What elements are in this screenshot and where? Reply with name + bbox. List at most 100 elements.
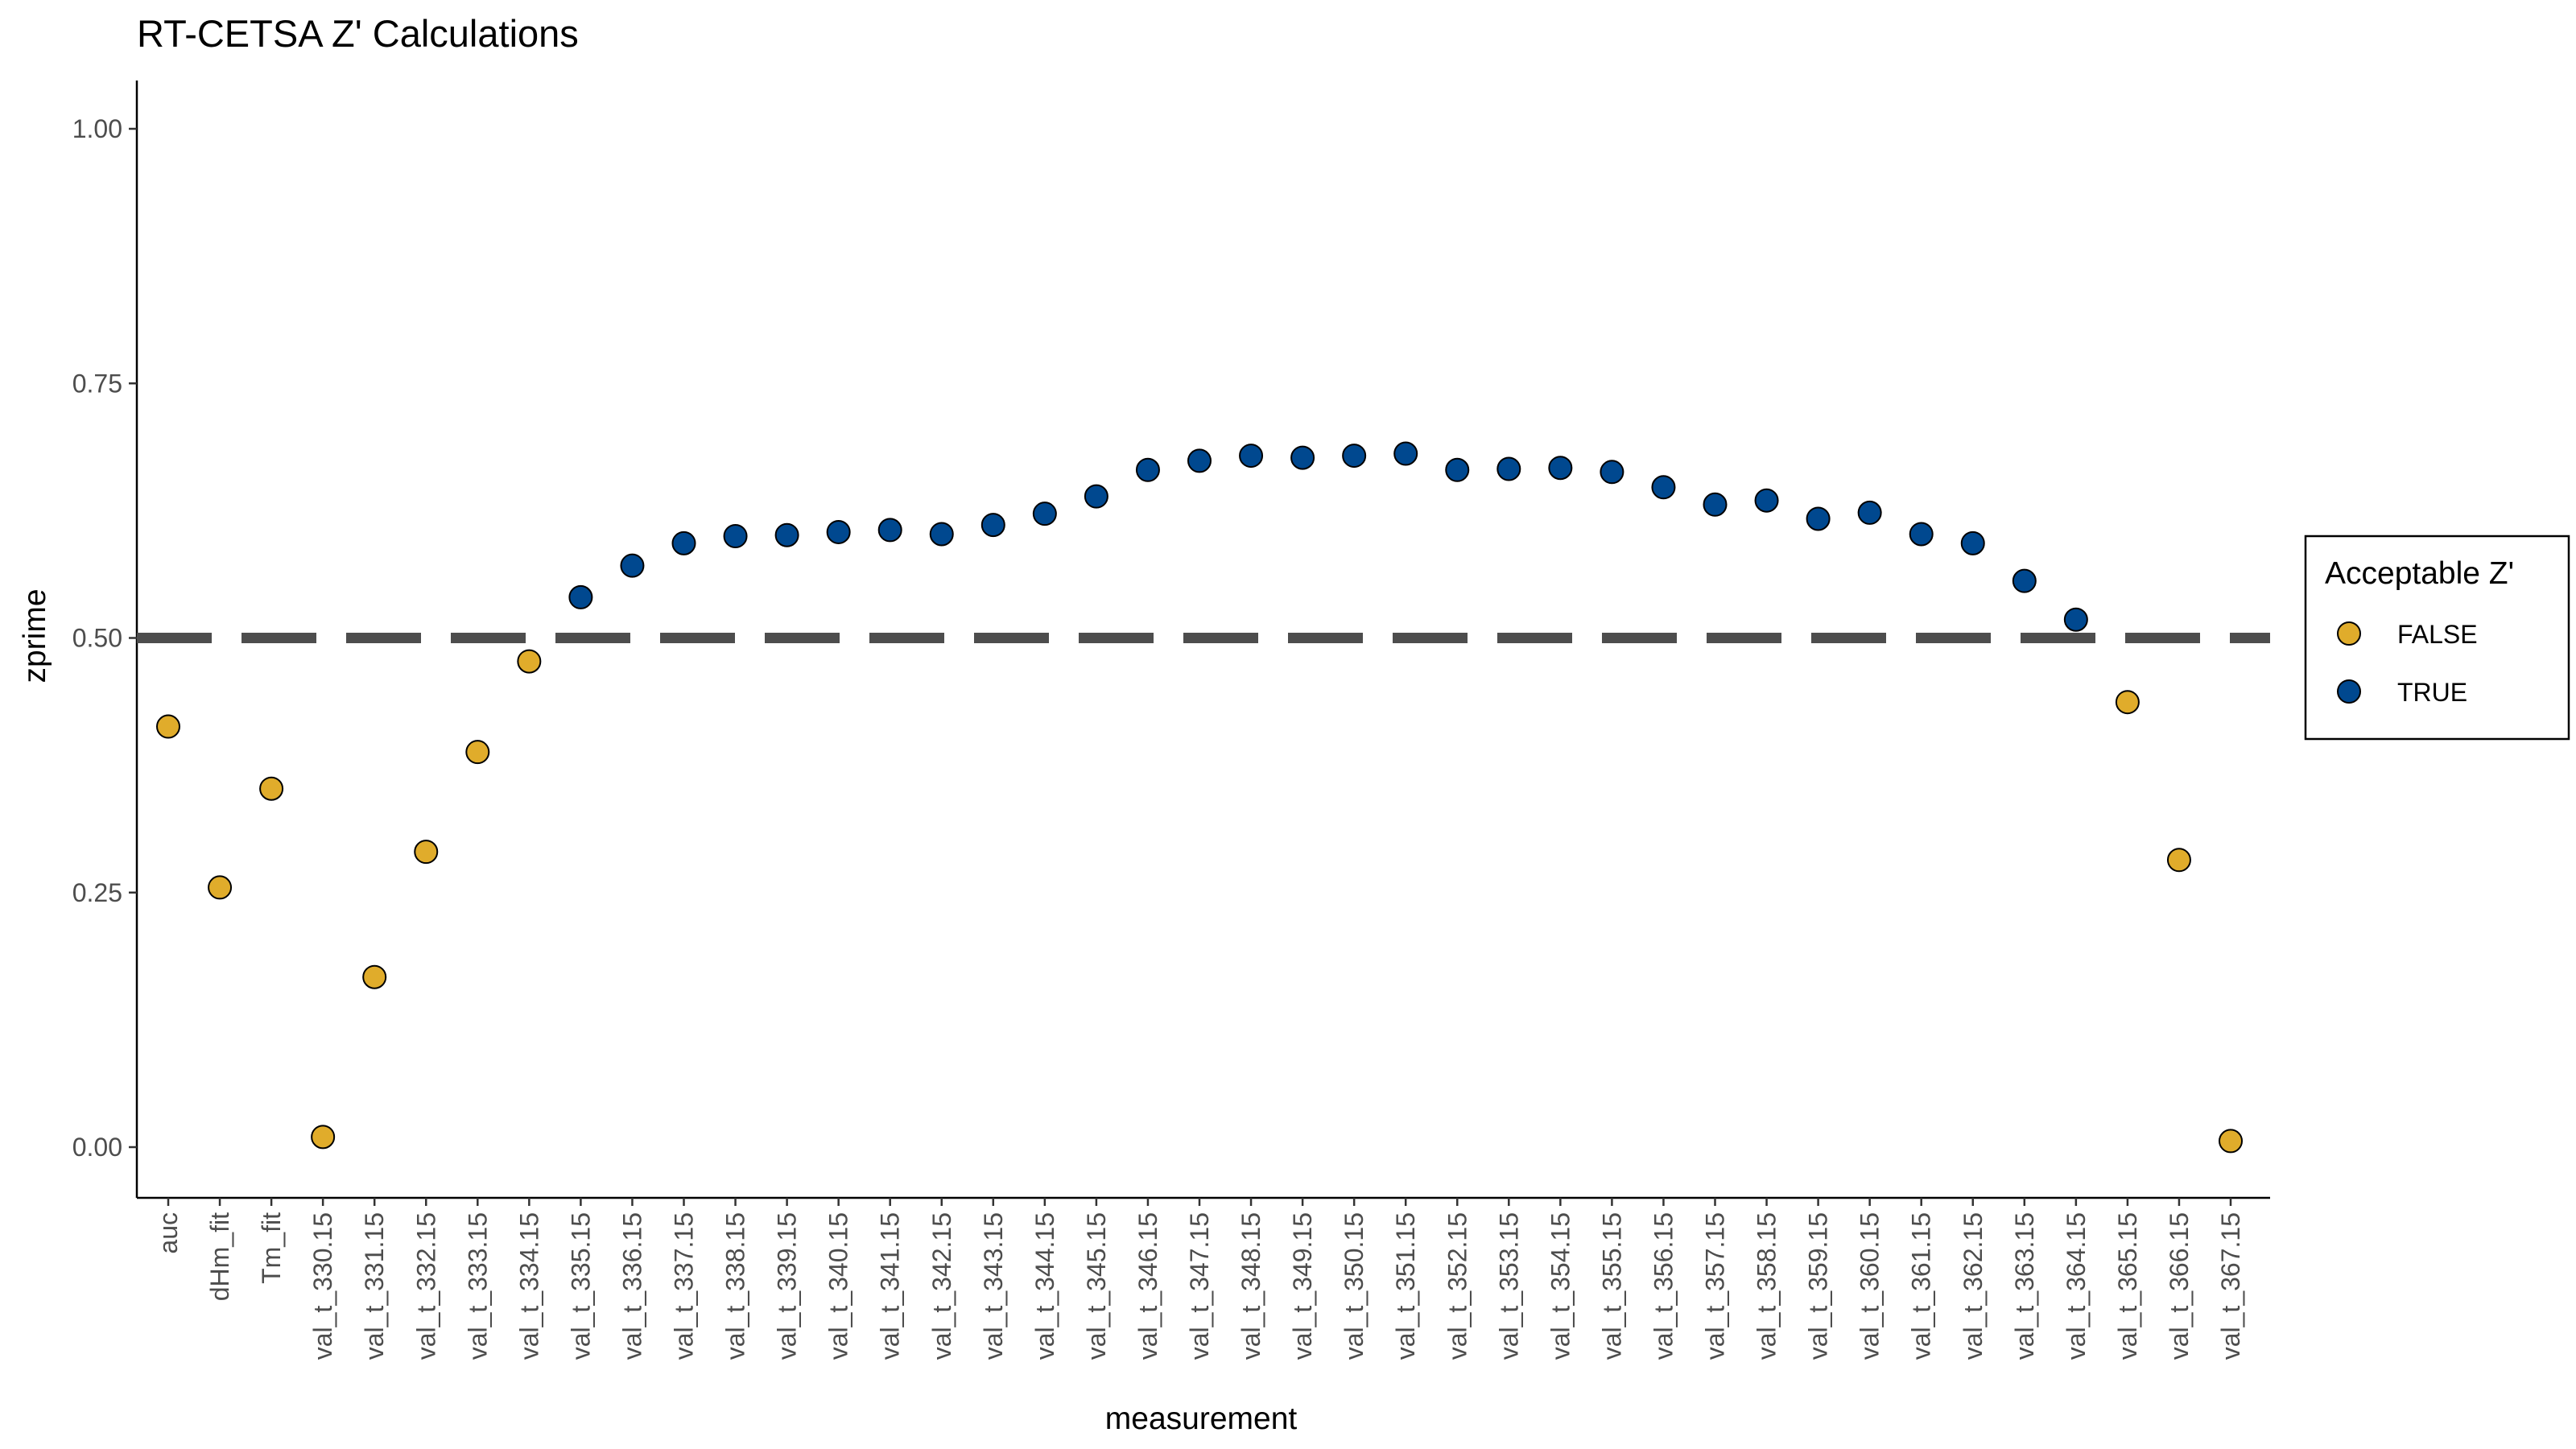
data-point (1290, 445, 1315, 470)
x-tick-label: val_t_345.15 (1082, 1212, 1111, 1360)
data-point (774, 522, 799, 547)
y-axis: 0.00 0.25 0.50 0.75 1.00 (72, 80, 138, 1198)
data-point (1703, 492, 1728, 517)
data-point (1651, 475, 1676, 500)
y-tick-label: 0.25 (72, 878, 122, 907)
data-point (1342, 444, 1367, 469)
x-tick-label: val_t_335.15 (566, 1212, 595, 1360)
data-point (1393, 441, 1418, 466)
x-tick-label: val_t_338.15 (721, 1212, 750, 1360)
data-point (877, 518, 902, 543)
chart-title: RT-CETSA Z' Calculations (137, 12, 579, 55)
data-point (826, 519, 851, 544)
data-point (2063, 607, 2088, 632)
x-tick-label: val_t_330.15 (308, 1212, 337, 1360)
data-point (1135, 457, 1160, 482)
data-point (1857, 500, 1882, 525)
x-tick-label: val_t_337.15 (670, 1212, 699, 1360)
x-tick-label: val_t_365.15 (2113, 1212, 2142, 1360)
data-point (414, 840, 439, 865)
y-tick-label: 0.50 (72, 624, 122, 653)
x-axis: auc dHm_fit Tm_fit val_t_330.15 val_t_331.15… (137, 1196, 2270, 1360)
x-tick-label: val_t_341.15 (876, 1212, 905, 1360)
data-point (1754, 488, 1779, 513)
data-point (517, 649, 542, 674)
x-tick-label: val_t_334.15 (514, 1212, 543, 1360)
x-tick-label: val_t_332.15 (411, 1212, 440, 1360)
x-tick-label: val_t_364.15 (2062, 1212, 2091, 1360)
x-tick-label: dHm_fit (205, 1212, 234, 1301)
data-point (568, 584, 593, 609)
x-tick-label: val_t_355.15 (1597, 1212, 1626, 1360)
x-tick-label: val_t_347.15 (1185, 1212, 1214, 1360)
data-point (1187, 448, 1212, 473)
legend-key-false (2337, 621, 2361, 646)
x-tick-label: val_t_344.15 (1030, 1212, 1059, 1360)
y-tick-label: 0.75 (72, 369, 122, 398)
data-point (1806, 506, 1831, 531)
x-axis-title: measurement (1105, 1402, 1298, 1436)
y-axis-title: zprime (18, 588, 52, 683)
x-tick-label: val_t_359.15 (1804, 1212, 1833, 1360)
data-point (671, 530, 696, 555)
data-point (2012, 568, 2037, 593)
x-tick-label: val_t_346.15 (1133, 1212, 1162, 1360)
x-tick-label: Tm_fit (257, 1212, 286, 1284)
data-point (1600, 460, 1624, 485)
data-point (465, 740, 490, 765)
data-point (980, 513, 1005, 538)
legend-title: Acceptable Z' (2325, 556, 2514, 591)
x-tick-label: val_t_333.15 (463, 1212, 492, 1360)
data-point (1084, 484, 1108, 509)
y-tick-label: 0.00 (72, 1133, 122, 1162)
y-tick-label: 1.00 (72, 114, 122, 143)
data-point (1496, 456, 1521, 481)
x-tick-label: val_t_358.15 (1752, 1212, 1781, 1360)
x-tick-label: val_t_354.15 (1546, 1212, 1575, 1360)
x-tick-label: val_t_352.15 (1443, 1212, 1472, 1360)
data-point (620, 553, 645, 578)
data-point (2115, 690, 2140, 715)
x-tick-label: val_t_360.15 (1856, 1212, 1885, 1360)
x-tick-label: val_t_342.15 (927, 1212, 956, 1360)
data-point (1909, 522, 1934, 547)
data-point (362, 964, 387, 989)
data-point (2166, 848, 2191, 873)
data-point (311, 1125, 336, 1150)
legend-label-true: TRUE (2397, 678, 2467, 707)
x-tick-label: val_t_350.15 (1340, 1212, 1368, 1360)
x-tick-label: val_t_348.15 (1236, 1212, 1265, 1360)
data-point (1032, 502, 1057, 526)
x-tick-label: val_t_340.15 (824, 1212, 853, 1360)
x-tick-label: val_t_336.15 (617, 1212, 646, 1360)
x-tick-label: val_t_331.15 (360, 1212, 389, 1360)
x-tick-label: val_t_351.15 (1391, 1212, 1420, 1360)
legend-key-true (2337, 679, 2361, 704)
x-tick-label: val_t_356.15 (1649, 1212, 1678, 1360)
data-point (1445, 457, 1470, 482)
data-point (929, 522, 954, 547)
x-tick-label: val_t_363.15 (2010, 1212, 2039, 1360)
data-point (208, 875, 233, 900)
data-point (723, 524, 748, 548)
data-point (1548, 456, 1573, 481)
x-tick-label: val_t_357.15 (1701, 1212, 1730, 1360)
data-point (259, 776, 284, 801)
x-tick-label: val_t_367.15 (2216, 1212, 2245, 1360)
x-tick-label: val_t_349.15 (1288, 1212, 1317, 1360)
data-point (2219, 1129, 2243, 1154)
x-tick-label: val_t_353.15 (1494, 1212, 1523, 1360)
legend: Acceptable Z' FALSE TRUE (2304, 535, 2570, 741)
x-tick-label: auc (154, 1212, 183, 1254)
x-tick-label: val_t_361.15 (1907, 1212, 1936, 1360)
x-tick-label: val_t_362.15 (1959, 1212, 1988, 1360)
data-point (1960, 530, 1985, 555)
x-tick-label: val_t_343.15 (979, 1212, 1008, 1360)
x-tick-label: val_t_366.15 (2165, 1212, 2194, 1360)
x-tick-label: val_t_339.15 (773, 1212, 802, 1360)
data-point (156, 714, 180, 739)
data-points (156, 441, 2243, 1154)
data-point (1239, 444, 1264, 469)
